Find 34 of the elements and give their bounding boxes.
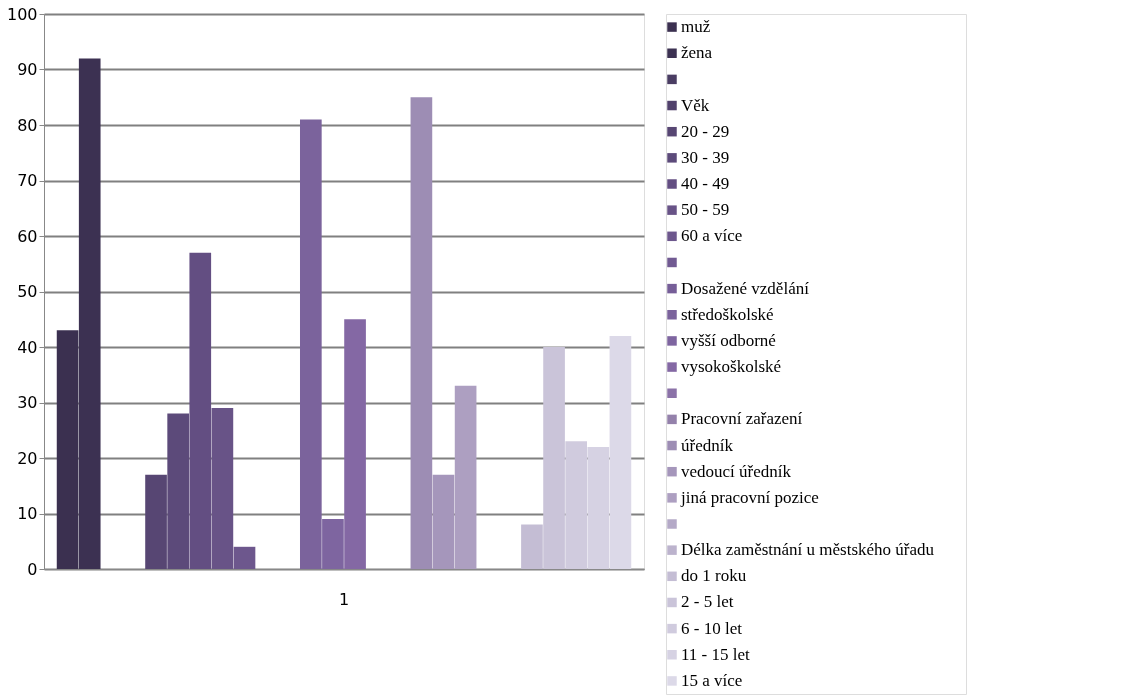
y-tick-label: 40: [17, 337, 38, 357]
legend-label: 30 - 39: [681, 147, 730, 167]
legend-label: 15 a více: [681, 670, 743, 690]
legend-label: 11 - 15 let: [681, 644, 751, 664]
y-tick-label: 0: [27, 559, 38, 579]
y-tick-label: 70: [17, 171, 38, 190]
legend-label: jiná pracovní pozice: [680, 487, 819, 507]
y-tick-label: 90: [17, 60, 38, 79]
y-tick-label: 30: [17, 393, 38, 412]
y-tick-label: 100: [6, 4, 38, 24]
legend-label: 40 - 49: [681, 174, 730, 193]
legend-label: vedoucí úředník: [681, 461, 792, 481]
legend-label: 20 - 29: [681, 121, 730, 141]
legend-label: muž: [681, 17, 711, 37]
legend-label: 60 a více: [681, 226, 743, 246]
legend-label: 50 - 59: [681, 200, 730, 220]
y-tick-label: 60: [17, 226, 38, 246]
legend-label: 2 - 5 let: [681, 592, 734, 612]
legend-label: vysokoškolské: [681, 357, 782, 377]
legend-label: žena: [681, 43, 713, 63]
y-tick-label: 10: [17, 504, 38, 523]
legend-label: Dosažené vzdělání: [681, 278, 810, 298]
legend-label: středoškolské: [681, 304, 774, 324]
legend-label: úředník: [681, 435, 734, 455]
y-tick-label: 20: [17, 448, 38, 468]
legend-label: vyšší odborné: [681, 330, 776, 350]
legend-label: do 1 roku: [681, 566, 747, 586]
y-tick-label: 50: [17, 282, 38, 301]
legend-label: Délka zaměstnání u městského úřadu: [681, 540, 935, 560]
legend-label: Pracovní zařazení: [681, 409, 803, 429]
y-tick-label: 80: [17, 115, 38, 135]
legend-label: Věk: [681, 95, 710, 115]
legend-label: 6 - 10 let: [681, 618, 743, 638]
x-tick-label: 1: [338, 589, 350, 609]
